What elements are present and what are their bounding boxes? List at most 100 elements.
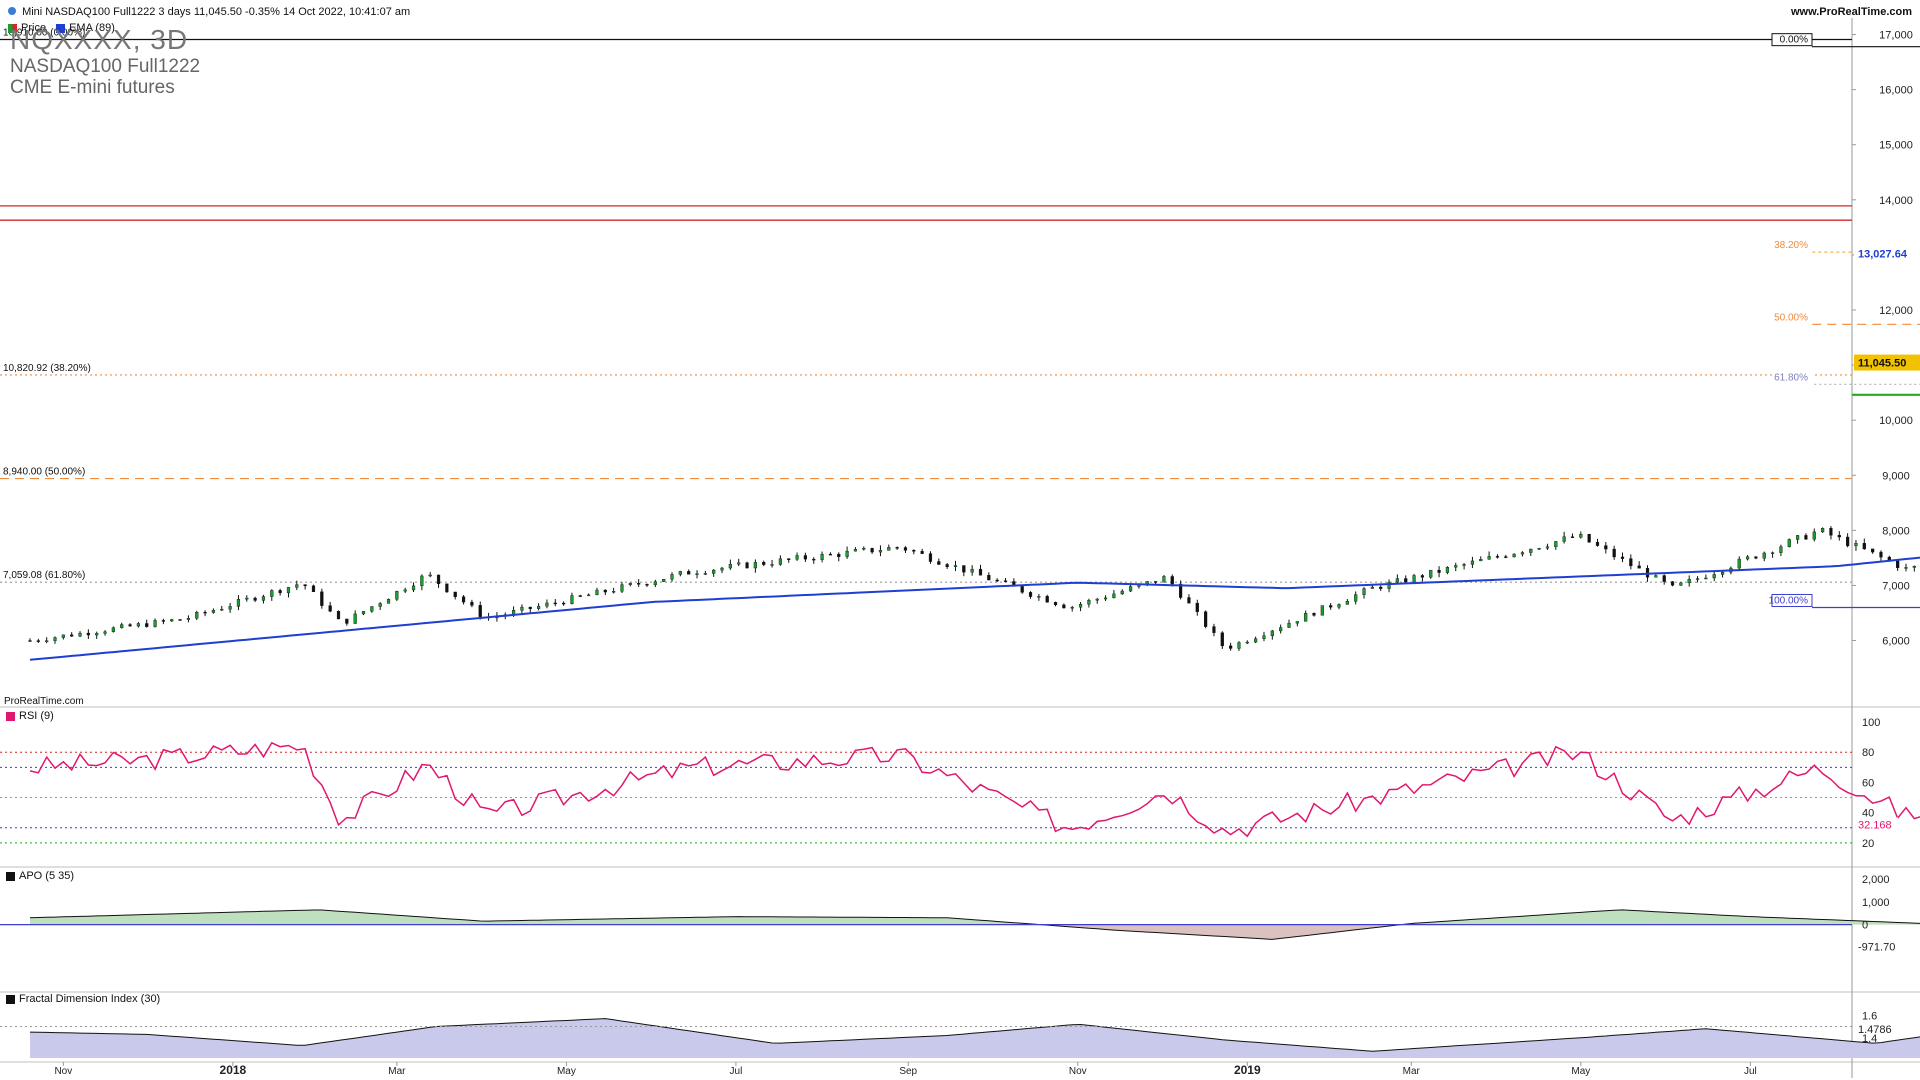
price-legend-label: Price — [21, 22, 47, 34]
candle-body — [1654, 575, 1658, 578]
candle-body — [1162, 576, 1166, 583]
rsi-legend[interactable]: RSI (9) — [6, 710, 54, 722]
candle-body — [1879, 551, 1883, 558]
candle-body — [245, 597, 249, 600]
candle-body — [1229, 645, 1233, 649]
ema-value-tag: 13,027.64 — [1858, 248, 1908, 260]
candle-body — [161, 620, 166, 622]
last-price-tag-box — [1854, 354, 1920, 371]
candle-body — [1412, 575, 1416, 583]
candle-body — [645, 584, 649, 586]
candle-body — [361, 611, 366, 615]
candle-body — [1153, 581, 1158, 583]
candle-body — [945, 564, 949, 567]
candle-body — [1462, 564, 1466, 566]
candle-body — [136, 623, 140, 627]
candle-body — [1737, 558, 1741, 569]
candle-body — [670, 574, 674, 580]
site-label[interactable]: www.ProRealTime.com — [1790, 6, 1912, 18]
candle-body — [378, 603, 382, 607]
candle-body — [278, 590, 282, 594]
candle-body — [928, 553, 933, 562]
candle-body — [595, 589, 599, 596]
candle-body — [1896, 560, 1900, 569]
candle-body — [1579, 534, 1583, 538]
rsi-tick-label: 80 — [1862, 747, 1874, 759]
fib-label: 61.80% — [1774, 372, 1808, 383]
candle-body — [545, 602, 549, 607]
candle-body — [753, 562, 757, 569]
fib-label-box — [1772, 371, 1812, 384]
x-tick-label: Mar — [388, 1066, 406, 1077]
apo-tick-label: 1,000 — [1862, 897, 1890, 909]
candle-body — [1871, 548, 1875, 553]
price-tick-label: 8,000 — [1882, 525, 1910, 537]
candle-body — [1862, 543, 1866, 550]
candle-body — [1320, 605, 1324, 616]
candle-body — [461, 596, 466, 603]
fdi-legend[interactable]: Fractal Dimension Index (30) — [6, 993, 160, 1005]
x-tick-label: Jul — [730, 1066, 743, 1077]
apo-legend[interactable]: APO (5 35) — [6, 870, 74, 882]
price-swatch — [8, 23, 17, 33]
apo-legend-label: APO (5 35) — [19, 870, 75, 882]
candle-body — [95, 633, 99, 636]
candle-body — [862, 547, 866, 550]
candle-body — [553, 602, 557, 605]
candle-body — [995, 579, 999, 582]
candle-body — [353, 613, 357, 624]
candle-body — [1704, 577, 1708, 580]
last-price-tag: 11,045.50 — [1858, 358, 1906, 370]
candle-body — [28, 640, 32, 642]
candle-body — [1487, 556, 1491, 560]
candle-body — [1529, 548, 1533, 553]
candle-body — [261, 596, 266, 601]
candle-body — [170, 619, 174, 622]
fib-label-box — [1772, 311, 1812, 324]
candle-body — [1604, 545, 1608, 550]
candle-body — [1279, 627, 1283, 632]
fdi-swatch — [6, 994, 15, 1004]
apo-line — [29, 909, 1920, 940]
candle-body — [1829, 528, 1833, 536]
candle-body — [695, 573, 699, 575]
candle-body — [1787, 539, 1791, 547]
fdi-value-tag: 1.4786 — [1858, 1024, 1892, 1036]
candle-body — [1170, 576, 1174, 585]
candle-body — [1620, 556, 1625, 559]
level-label: 10,820.92 (38.20%) — [3, 363, 91, 374]
candle-body — [120, 624, 124, 628]
candle-body — [303, 584, 307, 587]
candle-body — [1912, 565, 1916, 568]
fib-label-box — [1772, 239, 1812, 252]
candle-body — [153, 620, 157, 627]
ema-legend-label: EMA (89) — [69, 22, 115, 34]
price-legend[interactable]: Price EMA (89) — [8, 22, 115, 34]
candle-body — [637, 583, 641, 585]
candle-body — [653, 581, 657, 585]
candle-body — [845, 550, 849, 557]
candle-body — [1804, 535, 1808, 540]
candle-body — [128, 624, 132, 627]
candle-body — [1720, 571, 1725, 575]
candle-body — [1395, 578, 1399, 583]
candle-body — [1504, 556, 1508, 558]
candle-body — [703, 573, 707, 575]
price-tick-label: 12,000 — [1879, 305, 1913, 317]
instrument-info: Mini NASDAQ100 Full1222 3 days 11,045.50… — [8, 6, 410, 18]
candle-body — [687, 571, 691, 575]
candle-body — [1495, 556, 1500, 558]
fib-label-box — [1771, 593, 1813, 607]
price-tick-label: 14,000 — [1879, 195, 1913, 207]
ema-line — [29, 556, 1920, 661]
candle-body — [1445, 567, 1450, 573]
candle-body — [1670, 581, 1675, 586]
fdi-tick-label: 1.6 — [1862, 1010, 1877, 1022]
candle-body — [1220, 632, 1224, 647]
candle-body — [1695, 578, 1700, 580]
rsi-tick-label: 60 — [1862, 777, 1874, 789]
rsi-line — [29, 741, 1920, 838]
candle-body — [253, 597, 257, 601]
fdi-area — [30, 1018, 1920, 1058]
